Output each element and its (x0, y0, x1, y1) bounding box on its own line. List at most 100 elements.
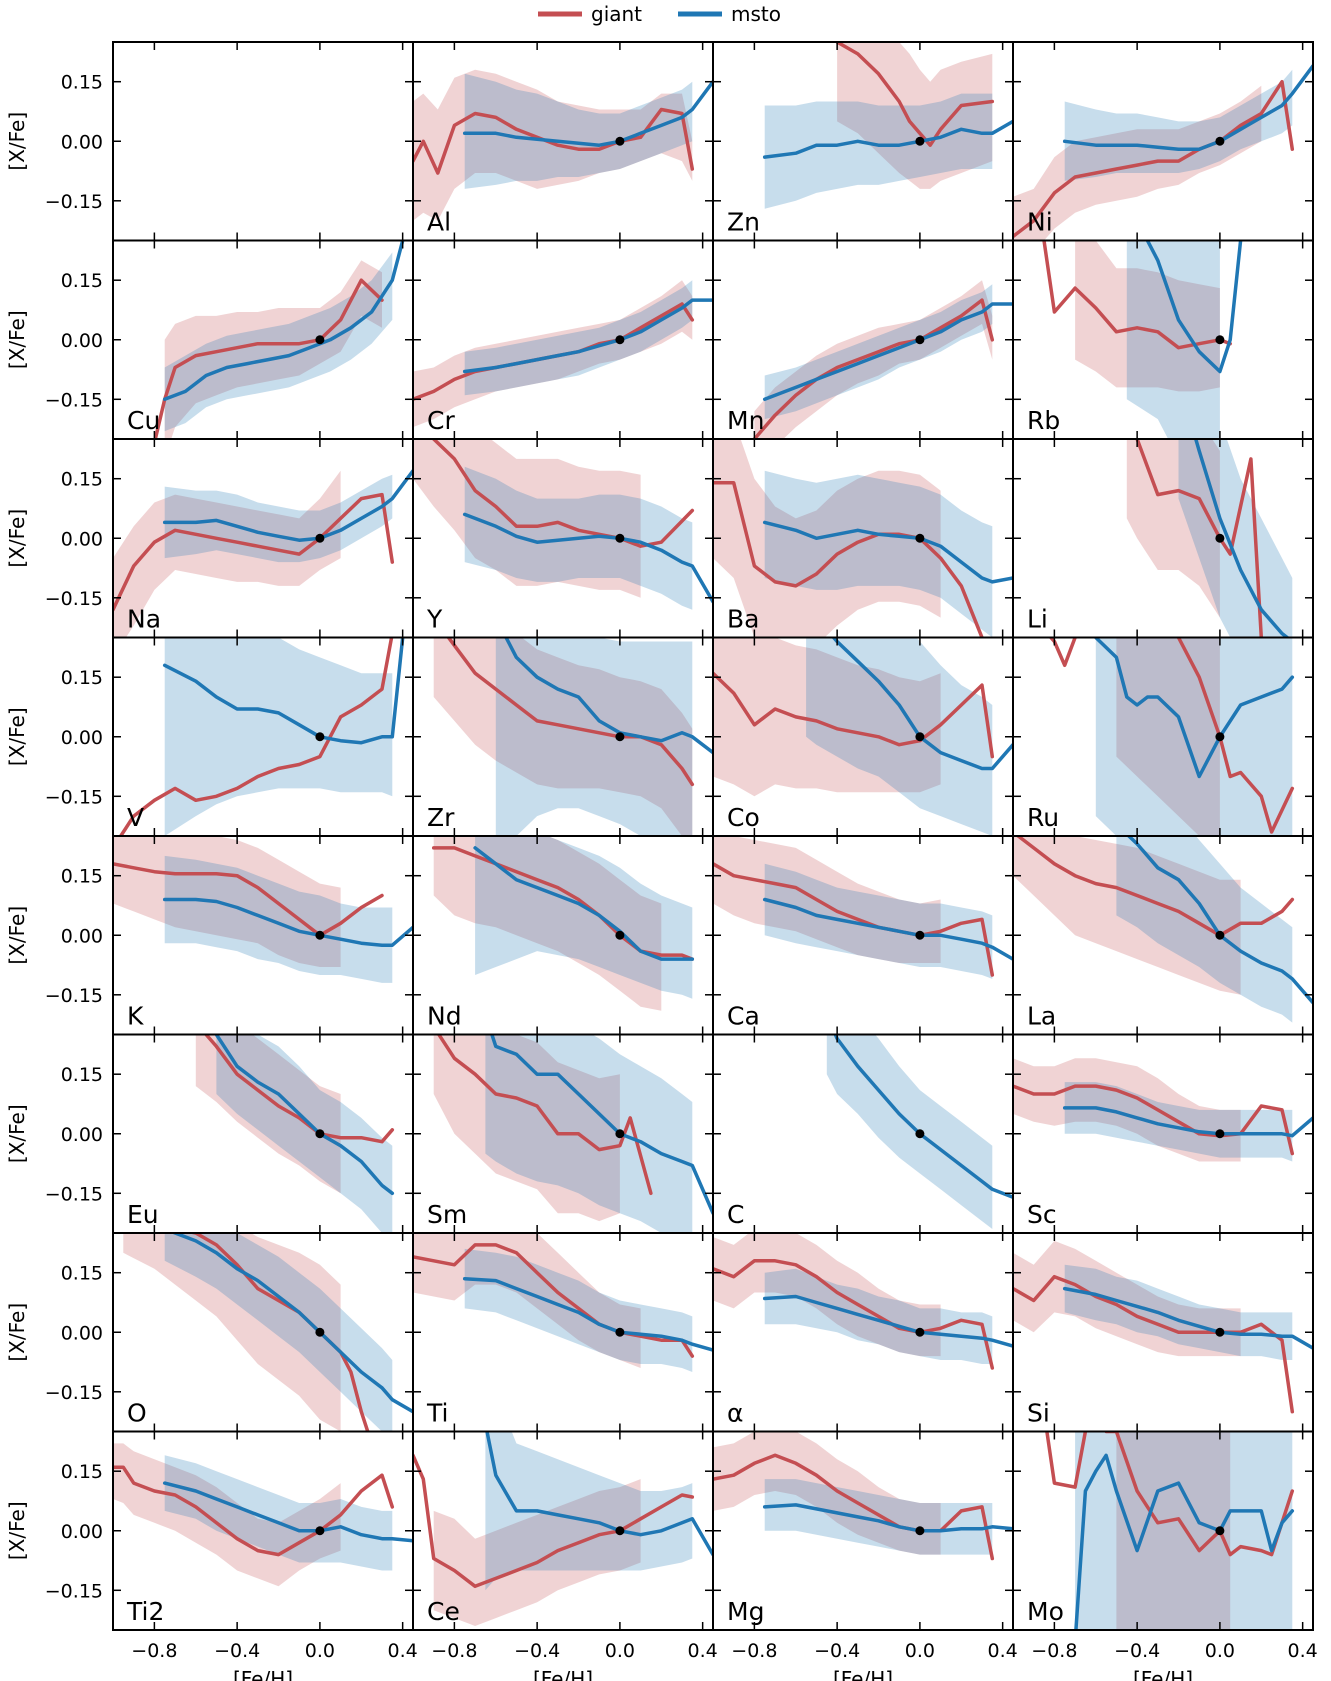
x-tick-label: −0.4 (514, 1640, 560, 1662)
msto-scatter-band (164, 252, 393, 432)
element-label-cu: Cu (127, 406, 160, 435)
y-tick-label: −0.15 (45, 1183, 103, 1205)
giant-scatter-band (713, 637, 941, 797)
y-tick-label: 0.15 (61, 1263, 103, 1285)
giant-trend-line (713, 671, 995, 759)
solar-reference-point (1215, 732, 1225, 742)
y-axis-label: [X/Fe] (5, 1104, 29, 1163)
solar-reference-point (1215, 930, 1225, 940)
panel-mn: Mn (712, 239, 1014, 440)
msto-trend-line (462, 298, 713, 374)
panel-ru: Ru (1012, 636, 1314, 837)
y-tick-label: 0.00 (61, 1322, 103, 1344)
panel-plot-area (413, 69, 713, 221)
panel-plot-area (1013, 836, 1313, 1023)
panel-k: K 0.15 0.00 −0.15 [X/Fe] (5, 835, 414, 1036)
giant-scatter-band (113, 836, 341, 967)
msto-trend-line (762, 897, 1013, 961)
y-axis-label: [X/Fe] (5, 1501, 29, 1560)
giant-trend-line (1042, 240, 1232, 350)
giant-scatter-band (1126, 439, 1220, 618)
element-label-ru: Ru (1027, 803, 1059, 832)
msto-scatter-band (764, 863, 993, 979)
giant-trend-line (1048, 637, 1295, 834)
panel-frame (112, 41, 414, 242)
panel-li: Li (1012, 438, 1314, 639)
solar-reference-point (915, 930, 925, 940)
msto-trend-line (1145, 240, 1243, 374)
element-label-sc: Sc (1027, 1200, 1057, 1229)
x-tick-label: −0.8 (431, 1640, 477, 1662)
giant-scatter-band (433, 1479, 641, 1626)
giant-trend-line (835, 42, 995, 147)
y-tick-label: 0.15 (61, 1064, 103, 1086)
giant-scatter-band (1013, 1240, 1241, 1357)
element-label-zn: Zn (727, 208, 760, 237)
solar-reference-point (315, 1129, 325, 1139)
panel-o: O 0.15 0.00 −0.15 [X/Fe] (5, 1232, 414, 1433)
legend: giant msto (538, 2, 781, 26)
giant-trend-line (113, 1465, 395, 1557)
msto-trend-line (162, 469, 413, 542)
element-label-o: O (127, 1399, 147, 1428)
msto-scatter-band (464, 280, 693, 396)
msto-trend-line (762, 302, 1013, 402)
y-tick-label: −0.15 (45, 985, 103, 1007)
giant-trend-line (1135, 439, 1264, 638)
x-tick-label: −0.8 (731, 1640, 777, 1662)
panel-plot-area (113, 469, 413, 638)
element-label-al: Al (427, 208, 451, 237)
x-tick-label: 0.4 (1288, 1640, 1318, 1662)
giant-scatter-band (1013, 85, 1262, 241)
msto-scatter-band (826, 1034, 993, 1229)
panel-plot-area (413, 1233, 713, 1372)
msto-trend-line (162, 637, 405, 745)
solar-reference-point (1215, 1526, 1225, 1536)
element-label-k: K (127, 1002, 144, 1031)
msto-trend-line (1062, 1106, 1313, 1138)
solar-reference-point (915, 1526, 925, 1536)
solar-reference-point (1215, 136, 1225, 146)
y-tick-label: 0.00 (61, 1124, 103, 1146)
y-tick-label: 0.00 (61, 528, 103, 550)
msto-scatter-band (1126, 240, 1220, 439)
msto-trend-line (462, 1276, 713, 1352)
msto-trend-line (1062, 64, 1313, 151)
msto-trend-line (762, 1294, 1013, 1348)
y-tick-label: 0.00 (61, 925, 103, 947)
msto-trend-line (762, 1503, 1013, 1533)
msto-scatter-band (1064, 1264, 1293, 1360)
giant-scatter-band (1116, 637, 1220, 836)
x-axis-label: [Fe/H] (233, 1667, 293, 1681)
giant-trend-line (203, 1034, 395, 1144)
giant-scatter-band (1116, 1431, 1231, 1630)
msto-scatter-band (764, 93, 993, 209)
giant-scatter-band (433, 637, 693, 836)
panel-zr: Zr (412, 636, 714, 837)
element-label-alpha: α (727, 1399, 743, 1428)
element-label-sm: Sm (427, 1200, 467, 1229)
y-tick-label: 0.15 (61, 72, 103, 94)
giant-trend-line (446, 637, 695, 787)
y-tick-label: 0.00 (61, 727, 103, 749)
element-label-ca: Ca (727, 1002, 760, 1031)
panel-plot-area (433, 637, 713, 836)
msto-trend-line (1062, 1286, 1313, 1350)
element-label-ti: Ti (426, 1399, 448, 1428)
y-axis-label: [X/Fe] (5, 310, 29, 369)
giant-trend-line (413, 1243, 695, 1358)
giant-scatter-band (413, 439, 641, 598)
panel-plot-area (1048, 637, 1295, 836)
x-axis-label: [Fe/H] (1133, 1667, 1193, 1681)
element-label-v: V (127, 803, 144, 832)
solar-reference-point (915, 1129, 925, 1139)
msto-scatter-band (216, 1034, 393, 1233)
solar-reference-point (615, 136, 625, 146)
element-label-co: Co (727, 803, 760, 832)
giant-trend-line (1013, 79, 1295, 239)
msto-scatter-band (485, 1034, 693, 1233)
giant-scatter-band (195, 1034, 341, 1194)
msto-trend-line (1193, 439, 1291, 638)
giant-scatter-band (413, 280, 693, 428)
panel-plot-area (431, 836, 695, 1011)
